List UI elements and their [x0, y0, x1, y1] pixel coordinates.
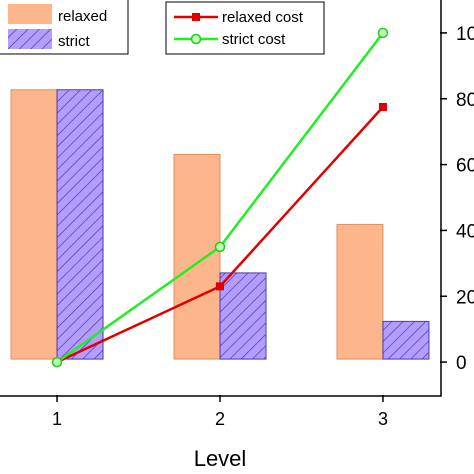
legend-marker-relaxed-cost [192, 13, 200, 21]
bar-relaxed-2 [173, 153, 221, 360]
lines-layer [51, 27, 389, 368]
x-axis: 1 2 3 [52, 395, 388, 429]
line-legend: relaxed cost strict cost [165, 1, 325, 55]
y-tick-label: 60 [456, 156, 474, 177]
legend-marker-strict-cost [190, 33, 202, 45]
legend-swatch-relaxed [8, 4, 52, 24]
y-tick-label: 0 [456, 353, 467, 374]
line-legend-frame [165, 1, 325, 55]
x-tick-label: 2 [215, 409, 225, 429]
legend-label-strict: strict [58, 33, 90, 50]
y-tick-label: 20 [456, 287, 474, 308]
right-y-axis: 0 20 40 60 80 10 [440, 24, 474, 374]
x-axis-label: Level [194, 446, 247, 471]
point-strict-cost-1 [51, 356, 63, 368]
x-tick-label: 3 [378, 409, 388, 429]
bar-relaxed-3 [336, 223, 384, 360]
bar-strict-1 [56, 89, 104, 360]
legend-label-strict-cost: strict cost [222, 31, 286, 48]
y-tick-label: 10 [456, 24, 474, 45]
point-relaxed-cost-3 [378, 102, 387, 111]
bar-strict-3 [382, 320, 430, 360]
point-strict-cost-2 [214, 241, 226, 253]
bar-relaxed-1 [10, 89, 58, 360]
x-tick-label: 1 [52, 409, 62, 429]
bar-legend: relaxed strict [0, 0, 129, 55]
y-tick-label: 80 [456, 90, 474, 111]
bars-layer [10, 89, 430, 360]
legend-label-relaxed: relaxed [58, 8, 107, 25]
point-relaxed-cost-2 [216, 282, 224, 291]
legend-label-relaxed-cost: relaxed cost [222, 9, 304, 26]
y-tick-label: 40 [456, 221, 474, 242]
legend-swatch-strict [8, 29, 52, 49]
bar-strict-2 [219, 272, 267, 360]
point-strict-cost-3 [377, 27, 389, 39]
